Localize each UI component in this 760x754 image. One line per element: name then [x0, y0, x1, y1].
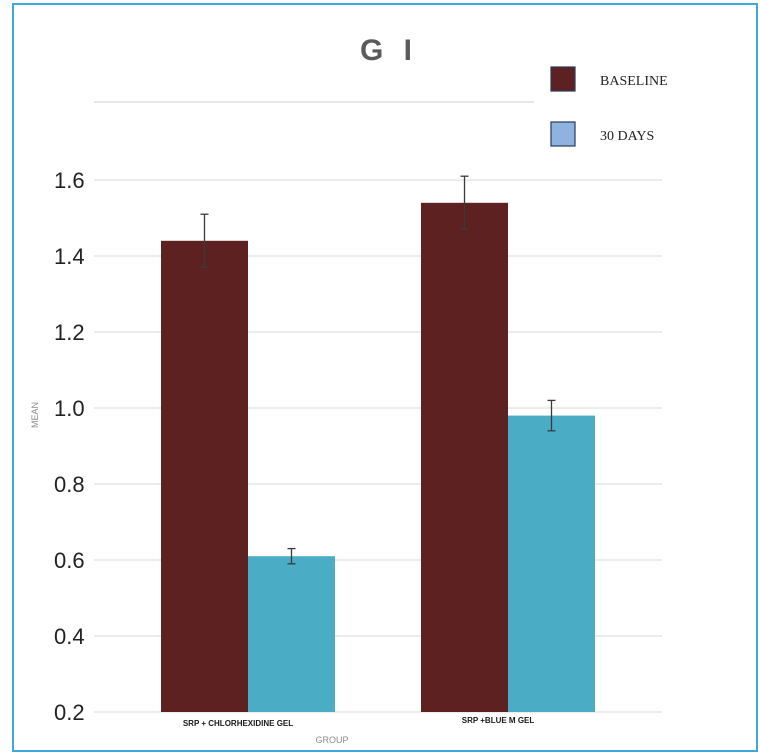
y-tick-label: 1.4	[54, 244, 85, 269]
legend: BASELINE 30 DAYS	[550, 66, 668, 147]
legend-label: 30 DAYS	[600, 129, 654, 144]
chart-frame: G I 0.2 0.4 0.6 0.8 1.0 1.2 1.4 1.6 SRP + CHLOR…	[12, 3, 758, 752]
y-axis-ticks: 0.2 0.4 0.6 0.8 1.0 1.2 1.4 1.6	[54, 168, 85, 725]
bar-baseline-2	[421, 202, 508, 713]
bar-30-days-1	[248, 556, 335, 712]
y-tick-label: 0.6	[54, 548, 85, 573]
bar-30-days-2	[508, 415, 595, 712]
y-tick-label: 1.6	[54, 168, 85, 193]
y-tick-label: 1.2	[54, 320, 85, 345]
y-tick-label: 1.0	[54, 396, 85, 421]
bar-baseline-1	[161, 240, 248, 713]
legend-label: BASELINE	[600, 74, 668, 89]
bar-chart: G I 0.2 0.4 0.6 0.8 1.0 1.2 1.4 1.6 SRP + CHLOR…	[30, 34, 668, 745]
y-axis-label: MEAN	[30, 402, 40, 428]
x-category-label: SRP + CHLORHEXIDINE GEL	[183, 719, 293, 728]
bars	[161, 202, 595, 713]
y-tick-label: 0.8	[54, 472, 85, 497]
legend-swatch	[550, 66, 576, 92]
legend-swatch	[550, 121, 576, 147]
y-tick-label: 0.4	[54, 624, 85, 649]
chart-title: G I	[360, 34, 418, 67]
y-tick-label: 0.2	[54, 700, 85, 725]
x-axis-categories: SRP + CHLORHEXIDINE GEL SRP +BLUE M GEL	[183, 716, 535, 728]
x-axis-label: GROUP	[315, 735, 348, 745]
error-bars	[200, 175, 556, 565]
x-category-label: SRP +BLUE M GEL	[462, 716, 535, 725]
